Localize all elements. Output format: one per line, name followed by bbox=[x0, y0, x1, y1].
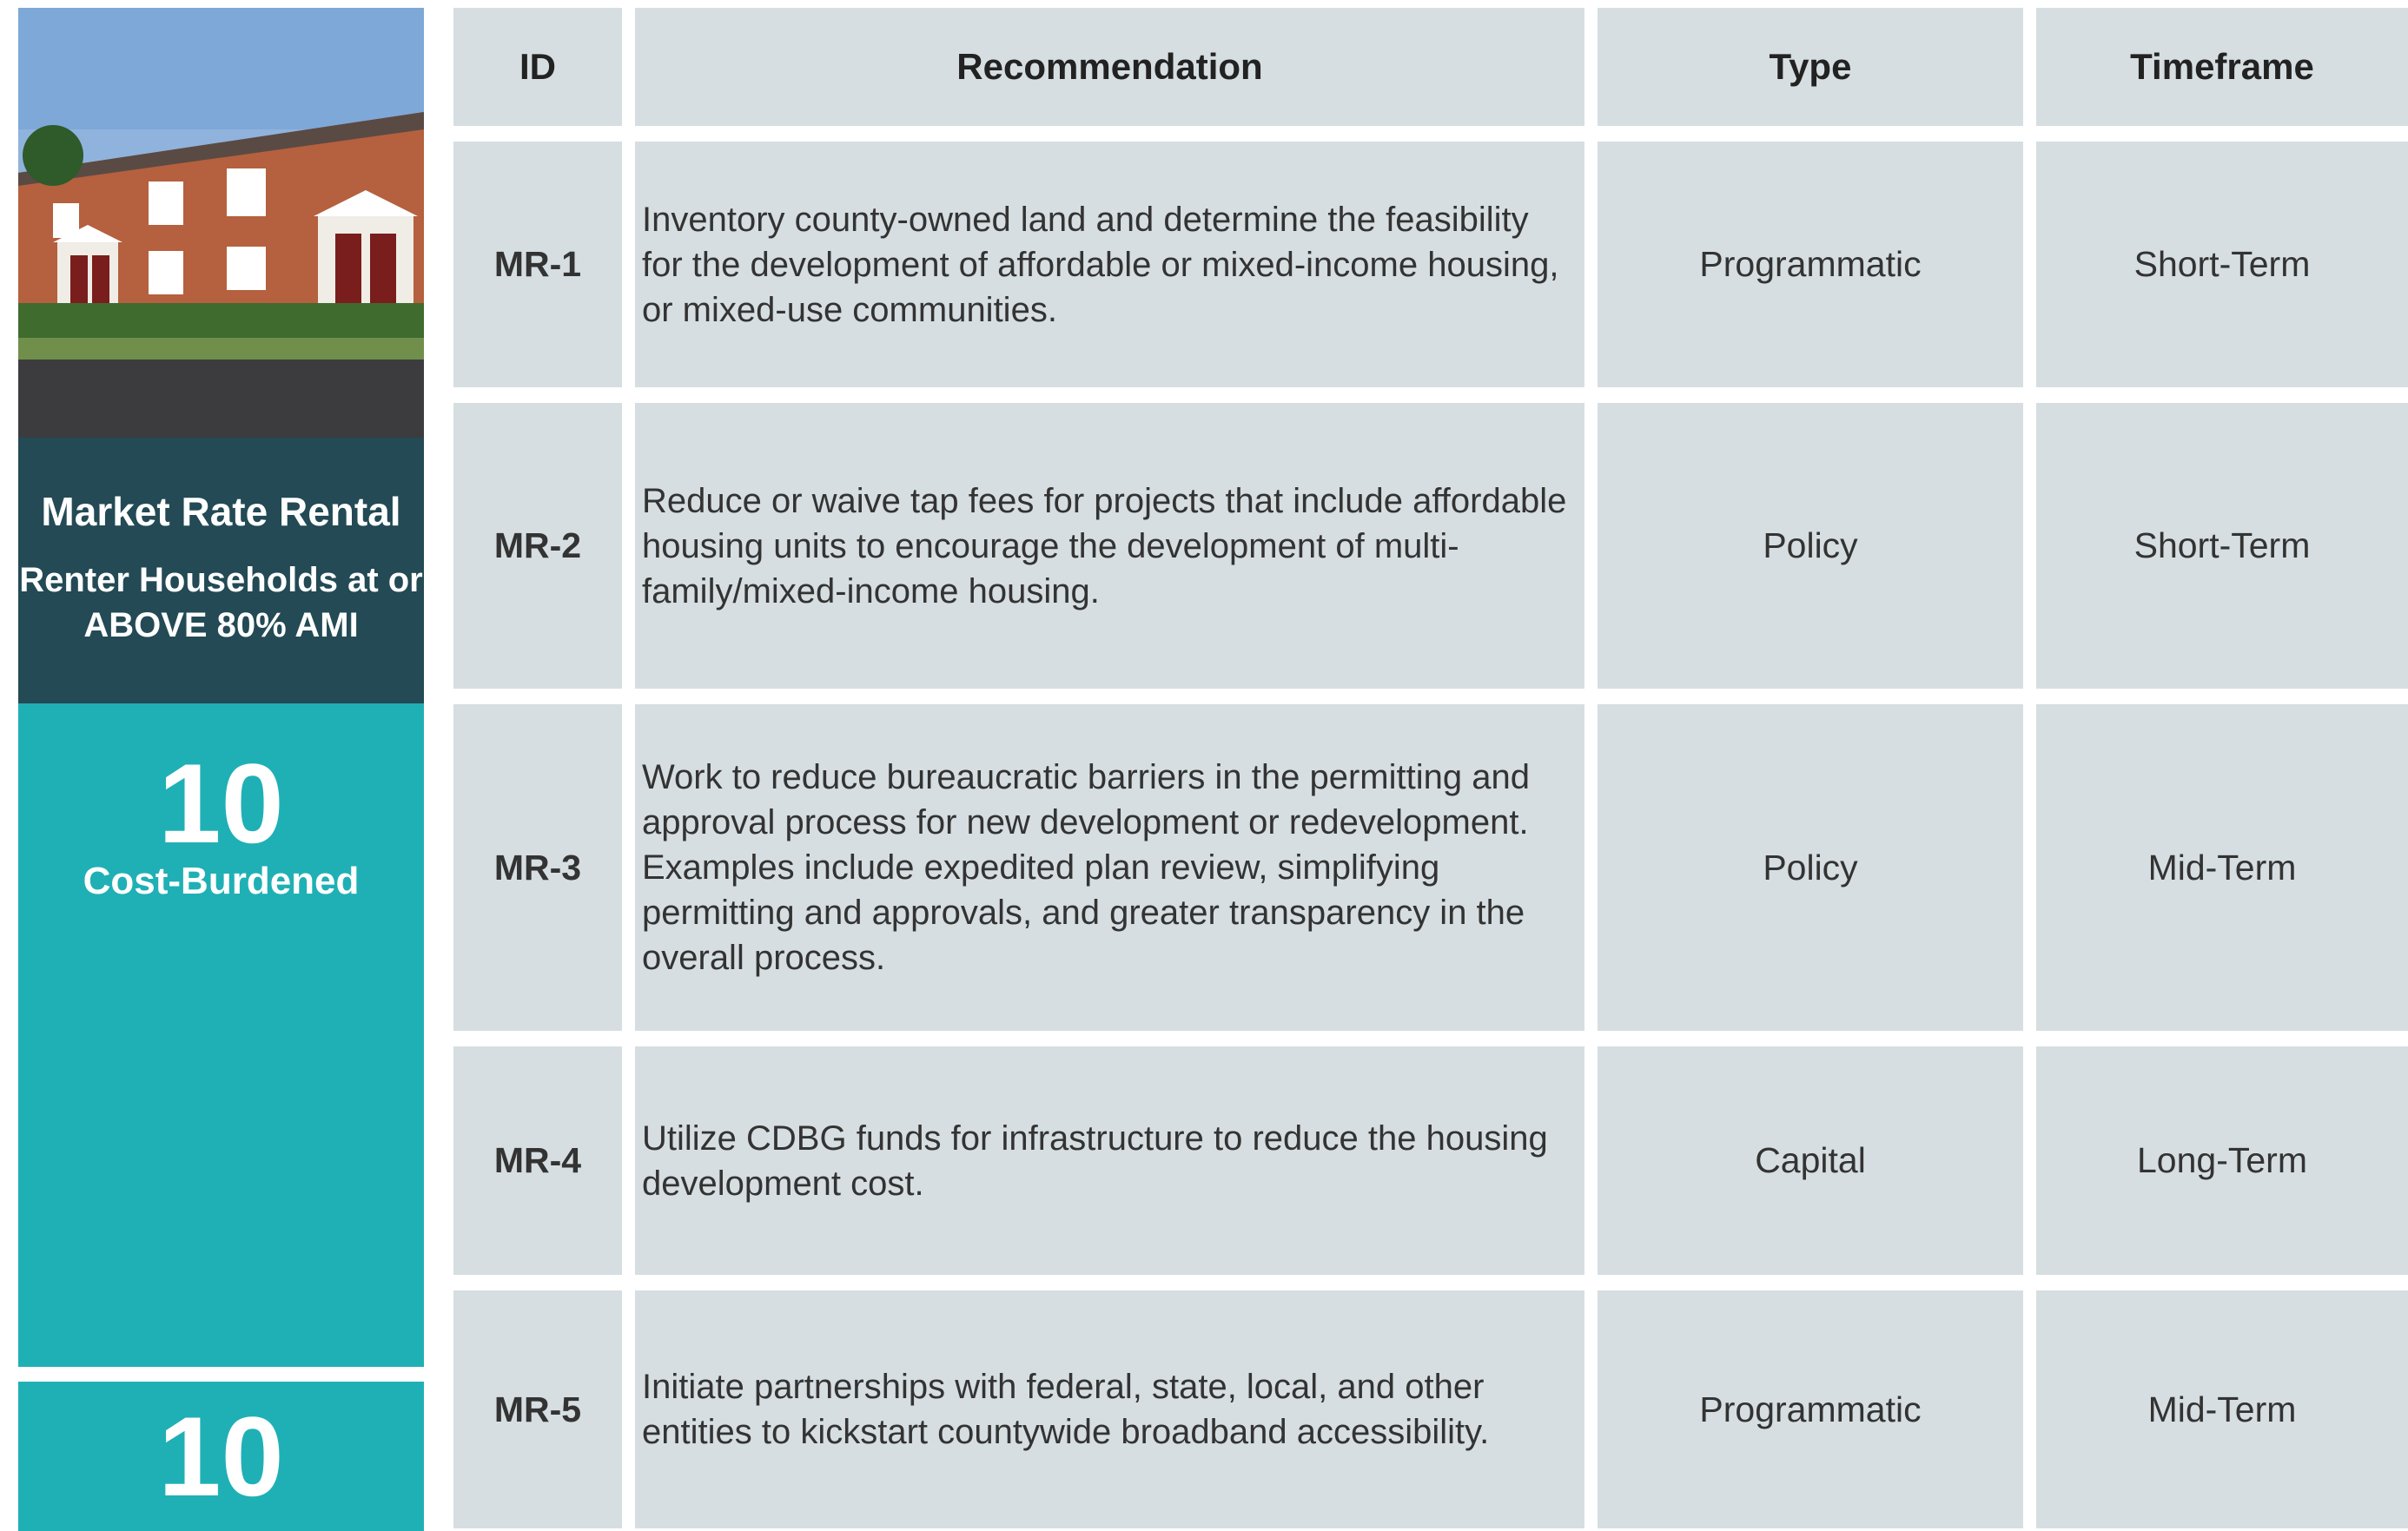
stat-label: Cost-Burdened bbox=[83, 860, 360, 902]
timeframe: Long-Term bbox=[2036, 1046, 2408, 1275]
timeframe: Mid-Term bbox=[2036, 704, 2408, 1031]
type: Policy bbox=[1598, 704, 2023, 1031]
sidebar-subtitle: Renter Households at or ABOVE 80% AMI bbox=[19, 561, 423, 644]
timeframe: Short-Term bbox=[2036, 142, 2408, 387]
stat-value: 10 bbox=[158, 1393, 284, 1520]
timeframe: Mid-Term bbox=[2036, 1290, 2408, 1528]
recommendation: Reduce or waive tap fees for projects th… bbox=[635, 403, 1584, 689]
type: Programmatic bbox=[1598, 142, 2023, 387]
building-photo bbox=[18, 8, 424, 438]
recommendation: Inventory county-owned land and determin… bbox=[635, 142, 1584, 387]
stat-value: 10 bbox=[158, 740, 284, 867]
column-header: ID bbox=[453, 8, 622, 126]
column-header: Recommendation bbox=[635, 8, 1584, 126]
row-id: MR-2 bbox=[453, 403, 622, 689]
row-id: MR-4 bbox=[453, 1046, 622, 1275]
type: Policy bbox=[1598, 403, 2023, 689]
sidebar-title: Market Rate Rental bbox=[41, 489, 401, 534]
row-id: MR-3 bbox=[453, 704, 622, 1031]
column-header: Timeframe bbox=[2036, 8, 2408, 126]
stat-box: 10 Cost-Burdened bbox=[18, 703, 424, 1367]
column-header: Type bbox=[1598, 8, 2023, 126]
type: Programmatic bbox=[1598, 1290, 2023, 1528]
row-id: MR-1 bbox=[453, 142, 622, 387]
recommendation: Utilize CDBG funds for infrastructure to… bbox=[635, 1046, 1584, 1275]
recommendations-table: ID Recommendation Type Timeframe MR-1 Invento… bbox=[453, 8, 2408, 1528]
recommendation: Initiate partnerships with federal, stat… bbox=[635, 1290, 1584, 1528]
row-id: MR-5 bbox=[453, 1290, 622, 1528]
type: Capital bbox=[1598, 1046, 2023, 1275]
stat-box: 10 bbox=[18, 1382, 424, 1531]
recommendation: Work to reduce bureaucratic barriers in … bbox=[635, 704, 1584, 1031]
timeframe: Short-Term bbox=[2036, 403, 2408, 689]
sidebar-header: Market Rate Rental Renter Households at … bbox=[18, 438, 424, 703]
